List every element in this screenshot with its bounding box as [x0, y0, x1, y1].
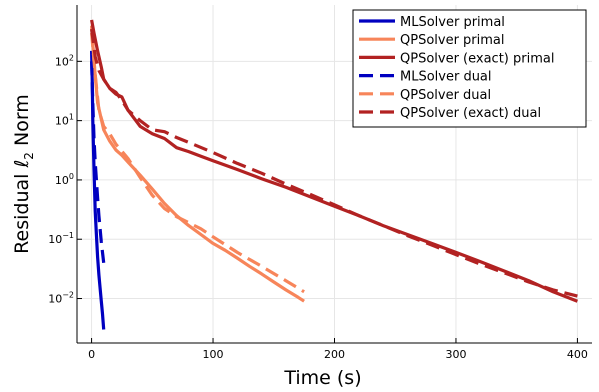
y-tick-base-1: 10	[48, 233, 62, 246]
y-axis-label: Residual ℓ2 Norm	[11, 94, 36, 254]
y-tick-label-0: 10−2	[48, 291, 74, 306]
legend-label-1: QPSolver primal	[400, 33, 505, 48]
legend-label-0: MLSolver primal	[400, 15, 505, 30]
legend-label-5: QPSolver (exact) dual	[400, 106, 541, 121]
x-tick-label-3: 300	[445, 348, 466, 361]
y-tick-exponent-3: 1	[69, 113, 74, 122]
legend-box	[352, 9, 587, 128]
x-axis-label: Time (s)	[283, 367, 361, 389]
series-line-5	[90, 28, 578, 298]
y-tick-base-3: 10	[55, 115, 69, 128]
y-tick-exponent-0: −2	[62, 291, 74, 300]
legend-label-4: QPSolver dual	[400, 88, 491, 103]
x-axis-ticks: 0 100 200 300 400	[88, 338, 588, 361]
x-tick-label-2: 200	[324, 348, 345, 361]
y-tick-label-4: 102	[55, 53, 74, 68]
y-axis-label-prefix: Residual	[11, 168, 33, 254]
y-tick-label-1: 10−1	[48, 231, 74, 246]
x-tick-label-0: 0	[88, 348, 95, 361]
y-tick-label-3: 101	[55, 113, 74, 128]
y-tick-exponent-4: 2	[69, 53, 74, 62]
y-tick-exponent-1: −1	[62, 231, 74, 240]
x-tick-label-1: 100	[203, 348, 224, 361]
y-tick-base-4: 10	[55, 55, 69, 68]
series-line-4	[90, 32, 305, 294]
y-tick-base-2: 10	[55, 174, 69, 187]
y-tick-label-2: 100	[55, 172, 74, 187]
axes	[76, 5, 592, 344]
legend-label-3: MLSolver dual	[400, 70, 492, 85]
y-axis-label-subscript: 2	[22, 152, 36, 160]
y-tick-exponent-2: 0	[69, 172, 74, 181]
legend-label-2: QPSolver (exact) primal	[400, 51, 554, 66]
series-lines	[90, 19, 578, 330]
x-tick-label-4: 400	[567, 348, 588, 361]
y-axis-label-symbol: ℓ	[11, 160, 33, 169]
legend: MLSolver primal QPSolver primal QPSolver (…	[352, 9, 587, 128]
y-tick-base-0: 10	[48, 293, 62, 306]
series-line-3	[90, 61, 106, 263]
y-axis-label-suffix: Norm	[11, 94, 33, 152]
